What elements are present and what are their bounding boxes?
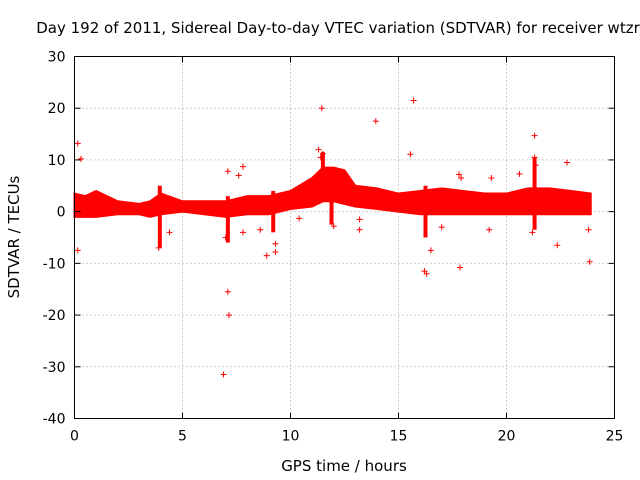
data-point	[166, 229, 173, 236]
x-tick-label: 5	[178, 429, 187, 445]
data-point	[239, 229, 246, 236]
data-point	[319, 150, 326, 157]
data-point	[235, 172, 242, 179]
data-point	[224, 288, 231, 295]
y-tick-label: -20	[43, 308, 66, 324]
data-point	[239, 163, 246, 170]
data-point	[222, 234, 229, 241]
x-tick-label: 20	[498, 429, 516, 445]
y-tick-label: -40	[43, 412, 66, 428]
data-point	[529, 229, 536, 236]
data-point	[532, 162, 539, 169]
x-axis-label: GPS time / hours	[281, 457, 407, 475]
data-point	[356, 226, 363, 233]
data-series	[73, 97, 593, 378]
data-point	[421, 268, 428, 275]
data-point	[531, 132, 538, 139]
x-tick-label: 10	[282, 429, 300, 445]
data-point	[563, 159, 570, 166]
data-point	[554, 242, 561, 249]
data-point	[272, 248, 279, 255]
data-point	[224, 168, 231, 175]
data-point	[407, 151, 414, 158]
axis-ticks: 0 5 10 15 20 25 -40 -30 -20 -10 0 10 20 30	[43, 50, 624, 445]
data-point	[225, 312, 232, 319]
x-tick-label: 0	[70, 429, 79, 445]
plot-frame	[74, 56, 615, 419]
y-tick-label: 20	[48, 101, 66, 117]
chart-title: Day 192 of 2011, Sidereal Day-to-day VTE…	[36, 19, 640, 37]
x-tick-label: 25	[606, 429, 624, 445]
data-point	[272, 240, 279, 247]
y-tick-label: 0	[57, 205, 66, 221]
data-point	[488, 175, 495, 182]
data-point	[457, 264, 464, 271]
data-point	[438, 224, 445, 231]
x-tick-label: 15	[390, 429, 408, 445]
data-point	[296, 215, 303, 222]
y-tick-label: -10	[43, 256, 66, 272]
data-point	[317, 154, 324, 161]
data-point	[155, 244, 162, 251]
data-point	[257, 226, 264, 233]
data-point	[74, 140, 81, 147]
y-tick-label: 30	[48, 50, 66, 66]
data-point	[516, 170, 523, 177]
grid-lines	[74, 56, 615, 419]
data-point	[410, 97, 417, 104]
data-point	[455, 171, 462, 178]
y-tick-label: -30	[43, 360, 66, 376]
data-point	[458, 175, 465, 182]
data-point	[372, 118, 379, 125]
data-point	[315, 146, 322, 153]
data-point	[585, 226, 592, 233]
data-point	[486, 226, 493, 233]
data-point	[531, 154, 538, 161]
data-point	[427, 247, 434, 254]
data-point	[220, 371, 227, 378]
data-point	[356, 216, 363, 223]
data-point	[586, 258, 593, 265]
data-point	[77, 155, 84, 162]
data-point	[263, 252, 270, 259]
data-point	[318, 105, 325, 112]
data-point	[330, 223, 337, 230]
data-point	[74, 247, 81, 254]
y-axis-label: SDTVAR / TECUs	[5, 175, 23, 298]
y-tick-label: 10	[48, 153, 66, 169]
